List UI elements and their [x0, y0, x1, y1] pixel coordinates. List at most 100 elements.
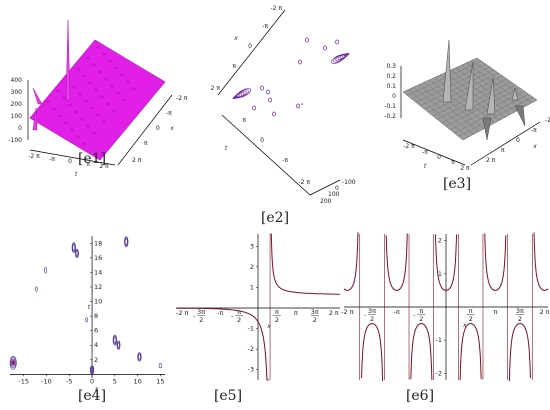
panel-e2: -2 π -π 0 π 2 π x -2 π -π 0 π t 200 100 0 -100 [e2] — [190, 0, 370, 230]
surface-trough — [482, 117, 492, 141]
axis-label: t — [424, 163, 427, 170]
tick-label: -π — [217, 309, 223, 317]
surface-bump — [81, 142, 87, 146]
tick-label: -100 — [8, 137, 22, 144]
contour-ring — [89, 365, 95, 375]
tick-label: 2 — [370, 315, 374, 323]
axis-label: x — [94, 385, 99, 392]
surface-bump — [119, 73, 125, 77]
axis-label: t — [225, 145, 228, 152]
caption-e6: [e6] — [405, 388, 435, 404]
tick-label: - — [364, 311, 367, 319]
surface-spike — [486, 77, 496, 115]
tick-label: 2 — [237, 316, 241, 324]
surface-mesh — [407, 60, 533, 138]
tick-label: -2 — [248, 345, 254, 353]
surface-bump — [121, 98, 127, 102]
contour-blob — [272, 111, 276, 117]
tick-label: 5 — [113, 377, 117, 385]
surface-bump — [93, 88, 99, 92]
contour-ring — [90, 366, 94, 374]
surface-bump — [79, 117, 85, 121]
tick-label: 0 — [516, 137, 520, 144]
contour-point — [301, 103, 303, 105]
surface-bump — [131, 87, 137, 91]
tick-label: -2 π — [341, 308, 354, 316]
contour-ring — [10, 357, 16, 369]
tick-label: - — [193, 312, 196, 320]
contour-ring — [113, 336, 117, 344]
tick-label: -2 — [436, 369, 442, 377]
tick-label: π — [294, 309, 298, 317]
mesh-line — [450, 90, 525, 130]
axis-label: x — [169, 125, 174, 132]
axis-label: x — [266, 323, 271, 330]
surface-bump — [85, 56, 91, 60]
tick-label: 100 — [328, 191, 340, 198]
tick-label: 0 — [392, 93, 396, 100]
surface-bump — [111, 109, 117, 113]
panel-e3: 0.3 0.2 0.1 0 -0.1 -0.2 -2 π -π 0 π 2 π 2 π π 0 -π -2 π… — [365, 0, 550, 200]
caption-e4: [e4] — [77, 388, 107, 404]
tick-label: -10 — [41, 377, 52, 385]
surface-bump — [57, 114, 63, 118]
surface-plane — [29, 39, 166, 161]
surface-bump — [87, 81, 93, 85]
contour-ring — [116, 341, 121, 349]
surface-bump — [81, 74, 87, 78]
contour-plot-e4: -15 -10 -5 0 5 10 15 2 4 6 8 10 12 14 16 18 t x — [9, 236, 165, 392]
tick-label: 400 — [11, 77, 23, 84]
tick-label: 2 π — [329, 309, 339, 317]
surface-trough — [514, 105, 526, 127]
surface-bump — [55, 89, 61, 93]
tick-label: π — [232, 63, 236, 70]
tick-label: 3π — [368, 307, 376, 315]
tick-label: 18 — [94, 239, 102, 247]
axis-label: t — [88, 304, 91, 311]
tick-label: 2 — [94, 356, 98, 364]
contour-blobs — [9, 236, 163, 375]
tick-labels: 0.3 0.2 0.1 0 -0.1 -0.2 -2 π -π 0 π 2 π 2 π π 0 -π -2 π… — [384, 63, 550, 172]
tick-label: -2 π — [403, 143, 415, 150]
tick-label: -100 — [342, 179, 356, 186]
contour-ring — [138, 354, 141, 360]
contour-blob — [252, 105, 256, 111]
tick-label: 300 — [11, 89, 23, 96]
t-axis — [29, 149, 116, 166]
tick-label: -15 — [18, 377, 29, 385]
tick-label: -π — [282, 157, 288, 164]
surface-bump — [91, 131, 97, 135]
tick-label: 4 — [94, 341, 98, 349]
contour-ring — [72, 243, 76, 252]
contour-ring — [335, 54, 347, 62]
mesh-line — [455, 67, 516, 112]
t-axis — [221, 114, 311, 196]
tick-label: π — [501, 147, 505, 154]
tick-label: -2 π — [270, 5, 282, 12]
contour-ring — [117, 342, 120, 348]
tick-label: 3 — [250, 242, 254, 250]
contour-ring — [137, 353, 142, 361]
contour-blob — [298, 59, 302, 65]
surface-bump — [101, 120, 107, 124]
contour-ring — [158, 363, 163, 369]
tick-label: 2 π — [540, 308, 550, 316]
tick-label: 0 — [335, 185, 339, 192]
tick-label: 1 — [438, 270, 442, 278]
surface-bump — [97, 70, 103, 74]
contour-ring — [75, 248, 79, 259]
tick-label: 0.1 — [386, 83, 396, 90]
z-axis — [309, 179, 341, 196]
tick-label: -π — [422, 149, 428, 156]
axis-label: x — [462, 322, 467, 329]
surface-spike — [32, 107, 38, 131]
tick-label: 15 — [156, 377, 164, 385]
surface-bump — [45, 100, 51, 104]
surface-plot-e1: 400 300 200 100 0 -100 -2 π -π 0 π 2 π 2 π π 0 -π -2 π t… — [8, 19, 188, 178]
tick-label: 0 — [248, 43, 252, 50]
tick-label: 1 — [250, 283, 254, 291]
surface-bump — [51, 107, 57, 111]
tick-label: 3π — [311, 308, 319, 316]
